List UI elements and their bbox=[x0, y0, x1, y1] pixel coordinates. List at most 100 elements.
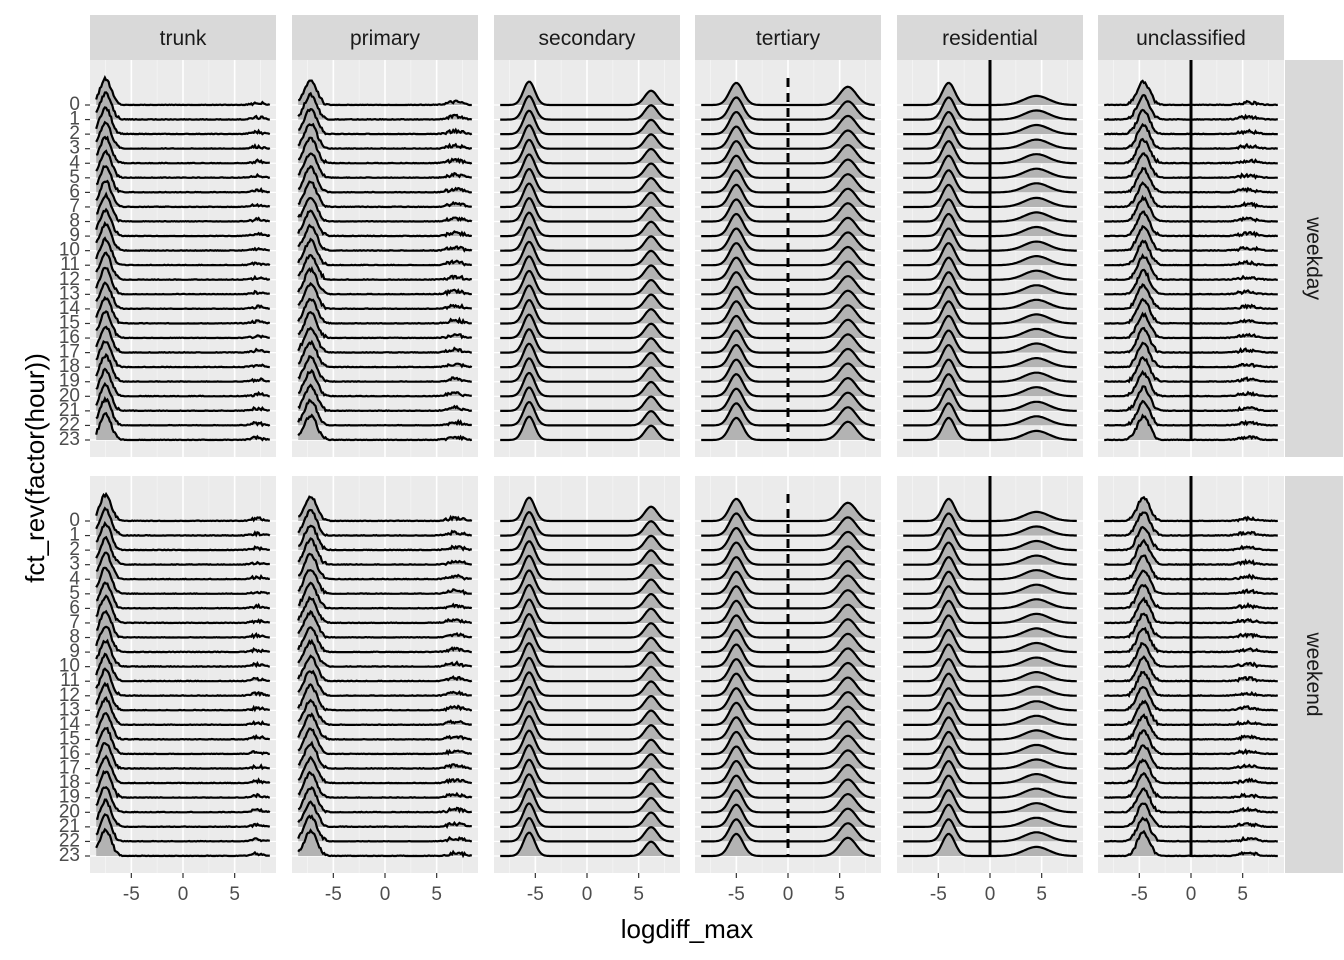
ridge-line-hour-12 bbox=[95, 251, 271, 282]
ridge-line-hour-16 bbox=[95, 310, 270, 340]
ridge-line-hour-13 bbox=[500, 685, 674, 712]
ridge-line-hour-16 bbox=[95, 726, 270, 756]
ridge-fill-hour-3 bbox=[96, 537, 270, 565]
ridge-line-hour-22 bbox=[95, 396, 271, 428]
ridge-line-hour-16 bbox=[500, 313, 674, 340]
x-tick-label: -5 bbox=[1131, 884, 1148, 905]
ridge-line-hour-13 bbox=[95, 681, 270, 713]
ridge-line-hour-2 bbox=[500, 109, 674, 136]
ridge-line-hour-3 bbox=[500, 124, 674, 150]
ridge-line-hour-20 bbox=[297, 368, 472, 398]
ridge-fill-hour-20 bbox=[701, 790, 875, 813]
ridge-fill-hour-14 bbox=[96, 697, 270, 725]
ridge-fill-hour-18 bbox=[96, 756, 270, 784]
ridge-fill-hour-10 bbox=[96, 223, 270, 251]
row-strip-label: weekend bbox=[1302, 631, 1325, 716]
row-strip-label: weekday bbox=[1302, 216, 1325, 300]
ridge-fill-hour-6 bbox=[96, 166, 270, 193]
ridge-line-hour-22 bbox=[297, 814, 472, 843]
ridge-fill-hour-0 bbox=[701, 498, 875, 521]
column-strip-background bbox=[897, 15, 1083, 60]
ridge-line-hour-5 bbox=[701, 154, 875, 179]
ridge-line-hour-1 bbox=[701, 96, 875, 121]
ridge-line-hour-10 bbox=[297, 638, 473, 668]
panel-primary-weekend bbox=[292, 476, 478, 873]
ridge-fill-hour-23 bbox=[96, 829, 270, 856]
ridge-fill-hour-22 bbox=[96, 814, 270, 842]
ridge-line-hour-1 bbox=[500, 511, 674, 537]
panel-unclassified-weekday bbox=[1098, 60, 1284, 457]
ridge-fill-hour-10 bbox=[701, 644, 875, 667]
ridge-line-hour-9 bbox=[297, 209, 473, 238]
column-strip-background bbox=[90, 15, 276, 60]
ridge-line-hour-15 bbox=[500, 298, 674, 325]
ridge-line-hour-12 bbox=[500, 671, 674, 697]
ridge-line-hour-9 bbox=[500, 211, 674, 238]
x-tick-label: -5 bbox=[123, 884, 140, 905]
ridge-line-hour-5 bbox=[297, 152, 472, 179]
x-tick-label: 5 bbox=[633, 884, 644, 905]
ridge-line-hour-8 bbox=[96, 609, 270, 640]
ridge-line-hour-3 bbox=[95, 535, 270, 566]
ridge-line-hour-1 bbox=[701, 512, 875, 537]
panel-tertiary-weekday bbox=[695, 60, 881, 457]
ridge-line-hour-11 bbox=[297, 654, 473, 683]
ridge-fill-hour-11 bbox=[96, 654, 270, 682]
ridge-fill-hour-23 bbox=[701, 417, 875, 440]
y-tick-label-hour-15: 15 bbox=[59, 312, 80, 333]
ridge-line-hour-21 bbox=[297, 800, 472, 829]
ridge-line-hour-2 bbox=[95, 520, 271, 552]
y-tick-label-hour-4: 4 bbox=[69, 152, 80, 173]
ridge-line-hour-4 bbox=[297, 136, 473, 165]
ridge-line-hour-14 bbox=[500, 284, 674, 310]
y-tick-label-hour-12: 12 bbox=[59, 269, 80, 290]
y-tick-label-hour-12: 12 bbox=[59, 685, 80, 706]
ridge-line-hour-17 bbox=[500, 328, 674, 354]
ridge-line-hour-23 bbox=[500, 831, 674, 858]
ridge-line-hour-17 bbox=[95, 742, 270, 771]
ridge-fill-hour-5 bbox=[96, 151, 270, 178]
ridge-line-hour-6 bbox=[95, 165, 270, 194]
ridge-line-hour-5 bbox=[95, 566, 271, 595]
ridge-fill-hour-15 bbox=[1104, 715, 1278, 740]
ridge-line-hour-21 bbox=[297, 383, 473, 413]
y-tick-label-hour-23: 23 bbox=[59, 429, 80, 450]
column-strip-primary: primary bbox=[292, 15, 478, 60]
ridge-fill-hour-21 bbox=[701, 388, 875, 411]
ridge-line-hour-5 bbox=[500, 569, 674, 595]
ridge-fill-hour-21 bbox=[96, 383, 270, 411]
y-tick-label-hour-17: 17 bbox=[59, 342, 80, 363]
ridge-line-hour-9 bbox=[297, 626, 472, 654]
ridge-fill-hour-23 bbox=[298, 830, 472, 856]
ridge-line-hour-0 bbox=[701, 81, 875, 107]
ridge-fill-hour-1 bbox=[96, 92, 270, 120]
panel-secondary-weekend bbox=[494, 476, 680, 873]
ridge-line-hour-16 bbox=[297, 310, 473, 340]
ridge-line-hour-5 bbox=[95, 149, 271, 180]
ridge-line-hour-11 bbox=[95, 236, 271, 267]
ridge-fill-hour-21 bbox=[1104, 386, 1278, 411]
y-tick-label-hour-20: 20 bbox=[59, 385, 80, 406]
ridge-fill-hour-15 bbox=[96, 297, 270, 324]
ridge-fill-hour-3 bbox=[96, 122, 270, 149]
y-axis-title: fct_rev(factor(hour)) bbox=[20, 353, 50, 583]
ridge-fill-hour-8 bbox=[701, 199, 875, 222]
ridge-line-hour-8 bbox=[500, 197, 674, 223]
ridge-line-hour-22 bbox=[95, 813, 270, 843]
ridge-line-hour-23 bbox=[297, 828, 473, 859]
ridge-fill-hour-22 bbox=[96, 398, 270, 426]
ridge-fill-hour-23 bbox=[903, 417, 1077, 440]
ridge-fill-hour-14 bbox=[96, 282, 270, 309]
y-tick-label-hour-11: 11 bbox=[60, 670, 80, 691]
ridge-line-hour-20 bbox=[500, 787, 674, 814]
ridge-fill-hour-23 bbox=[96, 413, 270, 440]
ridge-line-hour-14 bbox=[95, 281, 271, 311]
ridge-line-hour-8 bbox=[500, 613, 674, 639]
ridge-fill-hour-1 bbox=[96, 508, 270, 536]
y-tick-label-hour-6: 6 bbox=[69, 181, 80, 202]
ridge-line-hour-18 bbox=[297, 339, 473, 369]
y-tick-label-hour-13: 13 bbox=[59, 283, 80, 304]
ridge-line-hour-1 bbox=[500, 95, 674, 121]
ridge-fill-hour-17 bbox=[701, 330, 875, 353]
x-tick-label: 0 bbox=[380, 884, 391, 905]
